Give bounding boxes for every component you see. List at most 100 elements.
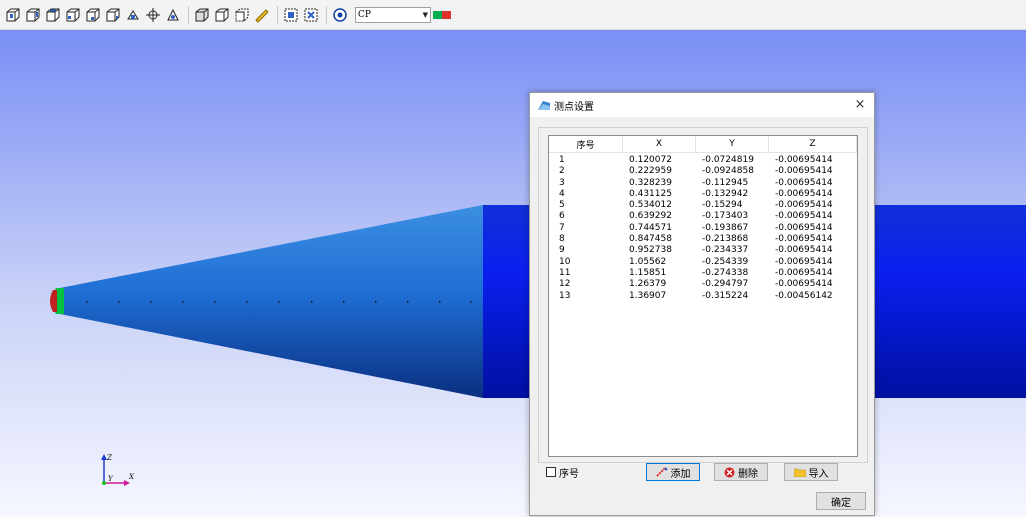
table-row[interactable]: 11 1.15851 -0.274338 -0.00695414 [549,268,857,279]
cell-y: -0.254339 [702,256,749,267]
points-table[interactable]: 序号 X Y Z 1 0.120072 -0.0724819 -0.00695414 2… [548,135,858,457]
checkbox-box[interactable] [546,467,556,477]
box-solid-icon[interactable] [193,6,210,23]
field-select[interactable]: CP ▼ [355,6,431,23]
cell-z: -0.00456142 [775,290,833,301]
view-axis-icon[interactable] [164,6,181,23]
points-group: 序号 X Y Z 1 0.120072 -0.0724819 -0.00695414 2… [538,127,868,463]
add-button[interactable]: 添加 [646,463,700,481]
table-row[interactable]: 2 0.222959 -0.0924858 -0.00695414 [549,166,857,177]
view-iso-5-icon[interactable] [84,6,101,23]
toolbar: CP ▼ [0,0,1026,30]
table-row[interactable]: 8 0.847458 -0.213868 -0.00695414 [549,234,857,245]
table-row[interactable]: 12 1.26379 -0.294797 -0.00695414 [549,279,857,290]
cell-x: 0.222959 [629,166,672,177]
col-header-x[interactable]: X [623,136,696,152]
cell-index: 10 [559,256,571,267]
add-button-label: 添加 [670,468,691,480]
cell-z: -0.00695414 [775,222,833,233]
cell-z: -0.00695414 [775,256,833,267]
table-row[interactable]: 5 0.534012 -0.15294 -0.00695414 [549,200,857,211]
cell-index: 7 [559,222,565,233]
folder-icon [793,467,806,477]
cell-x: 1.15851 [629,267,667,278]
view-iso-2-icon[interactable] [24,6,41,23]
cell-z: -0.00695414 [775,234,833,245]
cell-index: 6 [559,211,565,222]
cell-index: 12 [559,279,571,290]
cell-x: 0.952738 [629,245,672,256]
cell-z: -0.00695414 [775,267,833,278]
cell-z: -0.00695414 [775,166,833,177]
view-iso-3-icon[interactable] [44,6,61,23]
table-row[interactable]: 7 0.744571 -0.193867 -0.00695414 [549,223,857,234]
cell-y: -0.0924858 [702,166,754,177]
view-iso-1-icon[interactable] [4,6,21,23]
delete-icon [724,467,735,478]
table-header: 序号 X Y Z [549,136,857,153]
table-row[interactable]: 10 1.05562 -0.254339 -0.00695414 [549,257,857,268]
col-header-y[interactable]: Y [696,136,769,152]
cell-y: -0.234337 [702,245,749,256]
ruler-icon[interactable] [253,6,270,23]
cell-x: 1.26379 [629,279,667,290]
cell-y: -0.132942 [702,188,749,199]
view-front-icon[interactable] [124,6,141,23]
cell-y: -0.294797 [702,279,749,290]
select-grid-icon[interactable] [302,6,319,23]
checkbox-label: 序号 [559,468,579,480]
box-transparent-icon[interactable] [233,6,250,23]
col-header-index[interactable]: 序号 [549,136,623,152]
select-region-icon[interactable] [282,6,299,23]
cell-index: 1 [559,155,565,165]
cell-index: 11 [559,267,571,278]
index-checkbox[interactable]: 序号 [546,465,579,480]
confirm-button[interactable]: 确定 [816,492,866,510]
cell-index: 8 [559,234,565,245]
cell-y: -0.193867 [702,222,749,233]
table-row[interactable]: 3 0.328239 -0.112945 -0.00695414 [549,178,857,189]
cell-index: 9 [559,245,565,256]
table-row[interactable]: 1 0.120072 -0.0724819 -0.00695414 [549,155,857,166]
cell-z: -0.00695414 [775,188,833,199]
cell-x: 0.744571 [629,222,672,233]
cell-index: 2 [559,166,565,177]
cell-x: 0.431125 [629,188,672,199]
box-wire-icon[interactable] [213,6,230,23]
cell-y: -0.315224 [702,290,749,301]
cell-x: 0.534012 [629,200,672,211]
view-center-icon[interactable] [144,6,161,23]
cell-index: 3 [559,177,565,188]
dialog-titlebar[interactable]: 测点设置 × [530,93,874,117]
view-iso-6-icon[interactable] [104,6,121,23]
import-button[interactable]: 导入 [784,463,838,481]
cell-y: -0.213868 [702,234,749,245]
import-button-label: 导入 [808,468,829,480]
table-row[interactable]: 13 1.36907 -0.315224 -0.00456142 [549,291,857,302]
table-body: 1 0.120072 -0.0724819 -0.00695414 2 0.222959 -… [549,153,857,302]
cell-x: 1.05562 [629,256,667,267]
cell-z: -0.00695414 [775,279,833,290]
cell-z: -0.00695414 [775,245,833,256]
color-swatch[interactable] [433,10,451,19]
table-row[interactable]: 6 0.639292 -0.173403 -0.00695414 [549,211,857,222]
cell-z: -0.00695414 [775,177,833,188]
table-row[interactable]: 4 0.431125 -0.132942 -0.00695414 [549,189,857,200]
cell-x: 0.120072 [629,155,672,165]
delete-button[interactable]: 删除 [714,463,768,481]
axis-x-label: X [128,473,135,481]
axis-y-label: Y [108,475,114,483]
colormap-icon[interactable] [331,6,348,23]
view-iso-4-icon[interactable] [64,6,81,23]
axis-z-label: Z [106,454,112,462]
close-icon[interactable]: × [854,97,866,112]
cell-y: -0.173403 [702,211,749,222]
dialog-title: 测点设置 [554,101,594,113]
delete-button-label: 删除 [738,468,758,480]
cell-z: -0.00695414 [775,211,833,222]
table-row[interactable]: 9 0.952738 -0.234337 -0.00695414 [549,245,857,256]
pen-icon [655,467,668,477]
col-header-z[interactable]: Z [769,136,857,152]
cell-x: 0.328239 [629,177,672,188]
app-icon [538,101,550,110]
